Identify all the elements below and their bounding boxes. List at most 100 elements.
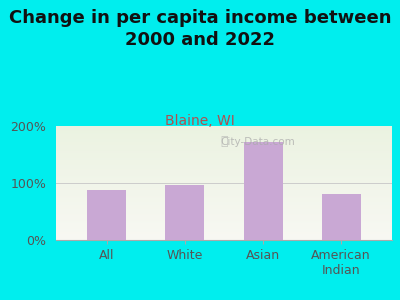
Bar [56, 200, 392, 201]
Bar [56, 205, 392, 206]
Bar [322, 194, 361, 240]
Text: ⓘ: ⓘ [220, 136, 228, 148]
Bar [56, 209, 392, 210]
Bar [56, 178, 392, 180]
Text: Blaine, WI: Blaine, WI [165, 114, 235, 128]
Bar [56, 203, 392, 205]
Bar [56, 139, 392, 140]
Bar [56, 137, 392, 139]
Bar [56, 182, 392, 183]
Bar [56, 192, 392, 193]
Bar [56, 140, 392, 141]
Bar [56, 232, 392, 233]
Bar [56, 175, 392, 176]
Bar [56, 202, 392, 203]
Bar [56, 160, 392, 161]
Bar [56, 136, 392, 137]
Bar [56, 163, 392, 164]
Bar [56, 227, 392, 229]
Bar [56, 142, 392, 143]
Bar [56, 215, 392, 216]
Bar [56, 180, 392, 181]
Bar [56, 164, 392, 165]
Bar [56, 146, 392, 148]
Bar [56, 152, 392, 153]
Bar [56, 158, 392, 159]
Bar [56, 234, 392, 236]
Bar [56, 133, 392, 134]
Bar [56, 154, 392, 156]
Bar [244, 142, 283, 240]
Text: Change in per capita income between
2000 and 2022: Change in per capita income between 2000… [9, 9, 391, 49]
Bar [56, 199, 392, 200]
Bar [56, 196, 392, 197]
Bar [87, 190, 126, 240]
Bar [56, 128, 392, 129]
Bar [56, 165, 392, 166]
Bar [56, 214, 392, 215]
Bar [56, 207, 392, 208]
Bar [56, 201, 392, 202]
Bar [56, 206, 392, 207]
Bar [56, 229, 392, 230]
Bar [56, 172, 392, 173]
Bar [56, 189, 392, 190]
Bar [56, 177, 392, 178]
Bar [56, 222, 392, 223]
Bar [56, 141, 392, 142]
Bar [56, 148, 392, 149]
Bar [56, 188, 392, 189]
Bar [56, 161, 392, 163]
Bar [56, 233, 392, 234]
Bar [56, 226, 392, 227]
Bar [56, 166, 392, 167]
Bar [56, 126, 392, 127]
Bar [56, 224, 392, 225]
Bar [56, 184, 392, 185]
Bar [56, 239, 392, 240]
Bar [56, 153, 392, 154]
Bar [56, 193, 392, 194]
Bar [56, 186, 392, 188]
Bar [56, 167, 392, 168]
Bar [56, 237, 392, 238]
Bar [56, 169, 392, 170]
Bar [56, 197, 392, 198]
Bar [56, 174, 392, 175]
Bar [56, 129, 392, 130]
Bar [56, 181, 392, 182]
Bar [56, 198, 392, 199]
Bar [56, 185, 392, 186]
Bar [56, 183, 392, 184]
Bar [56, 132, 392, 133]
Bar [56, 213, 392, 214]
Bar [56, 156, 392, 157]
Bar [56, 208, 392, 209]
Bar [56, 220, 392, 222]
Bar [56, 236, 392, 237]
Bar [56, 168, 392, 169]
Bar [56, 134, 392, 135]
Bar [56, 191, 392, 192]
Bar [56, 223, 392, 224]
Bar [56, 231, 392, 232]
Bar [56, 210, 392, 211]
Bar [56, 127, 392, 128]
Bar [56, 217, 392, 218]
Bar [56, 212, 392, 213]
Text: City-Data.com: City-Data.com [220, 137, 295, 147]
Bar [56, 238, 392, 239]
Bar [56, 170, 392, 172]
Bar [56, 149, 392, 150]
Bar [56, 135, 392, 136]
Bar [56, 173, 392, 174]
Bar [56, 194, 392, 196]
Bar [56, 144, 392, 145]
Bar [56, 190, 392, 191]
Bar [56, 225, 392, 226]
Bar [56, 150, 392, 151]
Bar [56, 143, 392, 144]
Bar [165, 185, 204, 240]
Bar [56, 151, 392, 152]
Bar [56, 159, 392, 160]
